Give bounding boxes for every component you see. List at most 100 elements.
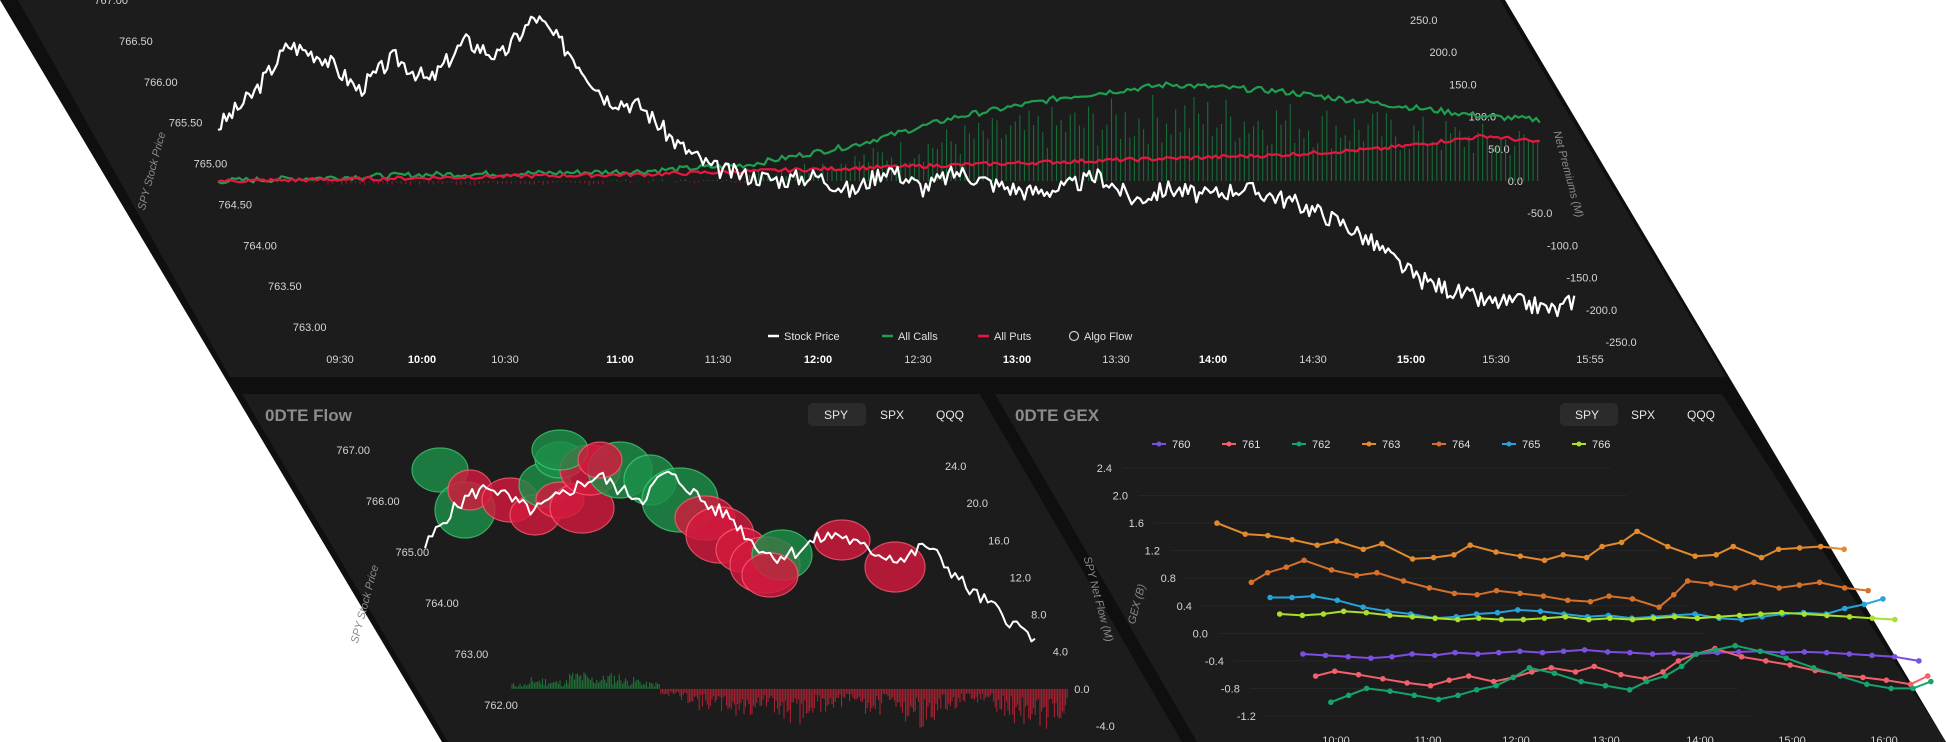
gex-point xyxy=(1529,669,1535,675)
gex-point xyxy=(1846,651,1853,657)
gex-point xyxy=(1883,677,1890,683)
gex-point xyxy=(1732,642,1739,649)
gex-tab-qqq[interactable]: QQQ xyxy=(1687,408,1715,422)
gex-point xyxy=(1671,591,1677,598)
gex-point xyxy=(1299,612,1306,619)
gex-point xyxy=(1267,594,1273,601)
gex-point xyxy=(1400,578,1407,584)
gex-point xyxy=(1465,673,1472,679)
flow-y-left-tick: 766.00 xyxy=(366,496,400,508)
gex-point xyxy=(1540,593,1547,599)
gex-point xyxy=(1264,569,1271,576)
gex-x-tick: 10:00 xyxy=(1322,735,1350,742)
gex-point xyxy=(1693,651,1700,657)
gex-point xyxy=(1432,615,1438,621)
gex-point xyxy=(1776,585,1782,591)
gex-point xyxy=(1715,614,1722,620)
gex-point xyxy=(1675,658,1682,664)
gex-legend-dot xyxy=(1576,441,1582,447)
x-tick: 11:00 xyxy=(606,354,634,366)
gex-point xyxy=(1455,692,1461,699)
gex-point xyxy=(1629,616,1636,623)
x-tick: 15:00 xyxy=(1397,354,1425,366)
gex-tab-spx[interactable]: SPX xyxy=(1631,408,1655,422)
gex-point xyxy=(1643,678,1650,685)
gex-point xyxy=(1824,612,1830,619)
legend-marker xyxy=(1068,330,1080,342)
gex-point xyxy=(1730,543,1737,550)
gex-point xyxy=(1810,664,1817,671)
gex-point xyxy=(1476,615,1482,621)
gex-point xyxy=(1662,673,1669,679)
gex-tab-spy[interactable]: SPY xyxy=(1575,408,1599,422)
algo-flow-bubble[interactable] xyxy=(741,552,799,598)
gex-point xyxy=(1634,528,1640,535)
gex-point xyxy=(1578,678,1584,685)
gex-point xyxy=(1841,585,1848,591)
gex-point xyxy=(1493,682,1499,689)
flow-y-left-tick: 763.00 xyxy=(455,649,489,661)
y-right-tick: -200.0 xyxy=(1586,305,1617,317)
gex-point xyxy=(1363,609,1370,616)
x-tick: 15:30 xyxy=(1482,354,1510,366)
gex-point xyxy=(1541,557,1548,564)
gex-point xyxy=(1320,611,1327,617)
gex-point xyxy=(1713,552,1720,558)
gex-x-tick: 15:00 xyxy=(1778,735,1806,742)
y-left-tick: 765.50 xyxy=(169,118,203,130)
gex-point xyxy=(1751,579,1757,586)
gex-point xyxy=(1846,614,1853,620)
gex-point xyxy=(1517,553,1524,559)
gex-point xyxy=(1360,546,1367,553)
y-right-tick: -50.0 xyxy=(1527,208,1552,220)
gex-point xyxy=(1581,647,1588,653)
gex-point xyxy=(1757,648,1764,655)
gex-point xyxy=(1520,616,1527,623)
gex-point xyxy=(1599,543,1605,550)
gex-point xyxy=(1817,543,1824,550)
gex-point xyxy=(1345,692,1352,699)
gex-point xyxy=(1276,611,1283,617)
gex-point xyxy=(1374,569,1380,576)
flow-tab-qqq[interactable]: QQQ xyxy=(936,408,964,422)
gex-point xyxy=(1322,652,1329,659)
y-left-tick: 763.50 xyxy=(268,281,302,293)
flow-tab-spx[interactable]: SPX xyxy=(880,408,904,422)
gex-point xyxy=(1494,609,1501,616)
algo-flow-bubble[interactable] xyxy=(577,441,623,479)
x-tick: 10:00 xyxy=(408,354,436,366)
y-left-tick: 764.00 xyxy=(243,240,277,252)
legend-label: All Puts xyxy=(994,331,1032,343)
gex-point xyxy=(1678,663,1685,670)
gex-y-tick: -0.4 xyxy=(1205,656,1224,668)
x-tick: 10:30 xyxy=(491,354,519,366)
gex-point xyxy=(1386,612,1393,619)
gex-point xyxy=(1780,649,1786,656)
gex-point xyxy=(1435,696,1442,703)
flow-tab-spy[interactable]: SPY xyxy=(824,408,848,422)
gex-point xyxy=(1606,593,1612,599)
flow-y-right-tick: 4.0 xyxy=(1053,647,1068,659)
gex-point xyxy=(1498,616,1505,623)
gex-point xyxy=(1796,545,1803,551)
gex-point xyxy=(1473,611,1480,617)
gex-point xyxy=(1757,611,1764,617)
y-left-tick: 767.00 xyxy=(94,0,128,7)
gex-point xyxy=(1739,616,1745,623)
gex-point xyxy=(1928,678,1934,685)
gex-point xyxy=(1801,611,1808,617)
x-tick: 13:30 xyxy=(1102,354,1130,366)
flow-panel-title: 0DTE Flow xyxy=(265,406,353,425)
gex-point xyxy=(1758,554,1765,561)
gex-point xyxy=(1537,608,1544,615)
gex-point xyxy=(1910,685,1916,692)
gex-point xyxy=(1541,615,1548,621)
y-right-tick: 200.0 xyxy=(1430,47,1458,59)
algo-flow-bubble[interactable] xyxy=(864,541,926,593)
gex-point xyxy=(1467,542,1473,548)
gex-point xyxy=(1526,664,1533,671)
gex-point xyxy=(1301,557,1307,564)
legend-label: All Calls xyxy=(898,331,938,343)
gex-point xyxy=(1387,688,1393,694)
